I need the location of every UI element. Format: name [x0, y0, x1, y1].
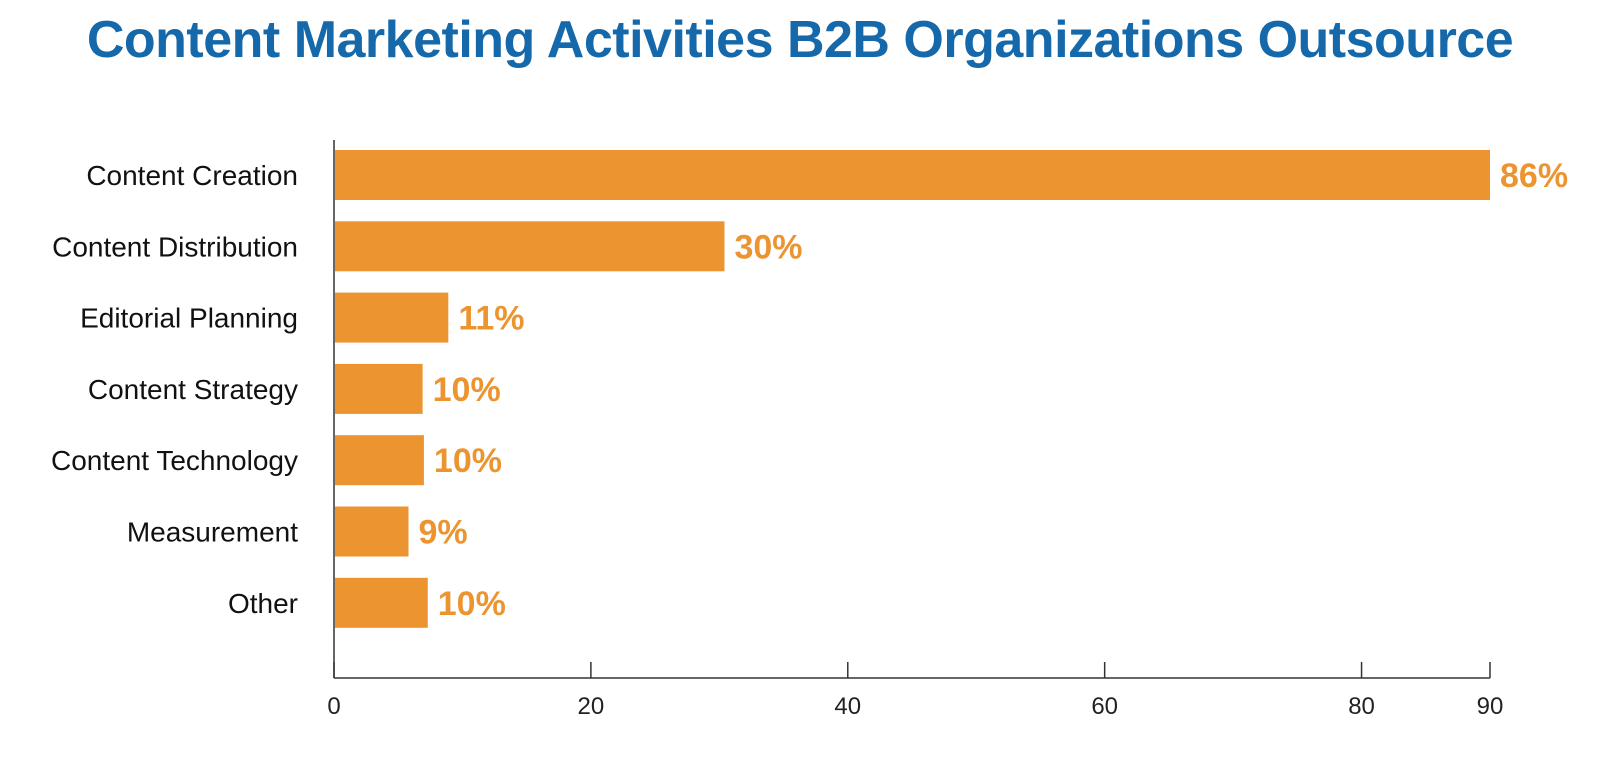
- data-label: 11%: [458, 300, 524, 338]
- bar-other: [335, 577, 428, 628]
- bar-content-creation: [335, 150, 1490, 200]
- x-tick-label: 0: [327, 693, 340, 720]
- bar-content-technology: [335, 435, 424, 486]
- bar-editorial-planning: [335, 292, 449, 343]
- data-label: 86%: [1500, 157, 1568, 195]
- labels-group: Content Creation 86% Content Distribution 3…: [51, 157, 1568, 623]
- category-label: Content Distribution: [52, 231, 298, 262]
- data-label: 10%: [434, 442, 502, 480]
- category-label: Editorial Planning: [80, 303, 298, 334]
- bar-content-strategy: [335, 363, 423, 414]
- category-label: Content Strategy: [88, 374, 298, 405]
- bars-group: [335, 150, 1490, 628]
- category-label: Measurement: [127, 517, 298, 548]
- category-label: Other: [228, 588, 298, 619]
- bar-content-distribution: [335, 221, 725, 272]
- x-tick-label: 80: [1348, 693, 1375, 720]
- bar-measurement: [335, 506, 409, 557]
- data-label: 10%: [438, 585, 506, 623]
- chart-title: Content Marketing Activities B2B Organiz…: [86, 11, 1514, 69]
- category-label: Content Creation: [86, 160, 298, 191]
- category-label: Content Technology: [51, 445, 298, 476]
- axis-group: 0 20 40 60 80 90: [327, 140, 1503, 720]
- x-tick-label: 60: [1091, 693, 1118, 720]
- data-label: 9%: [418, 514, 467, 552]
- x-tick-label: 40: [834, 693, 861, 720]
- x-tick-label: 90: [1477, 693, 1504, 720]
- data-label: 10%: [433, 371, 501, 409]
- data-label: 30%: [734, 228, 802, 266]
- x-tick-label: 20: [578, 693, 605, 720]
